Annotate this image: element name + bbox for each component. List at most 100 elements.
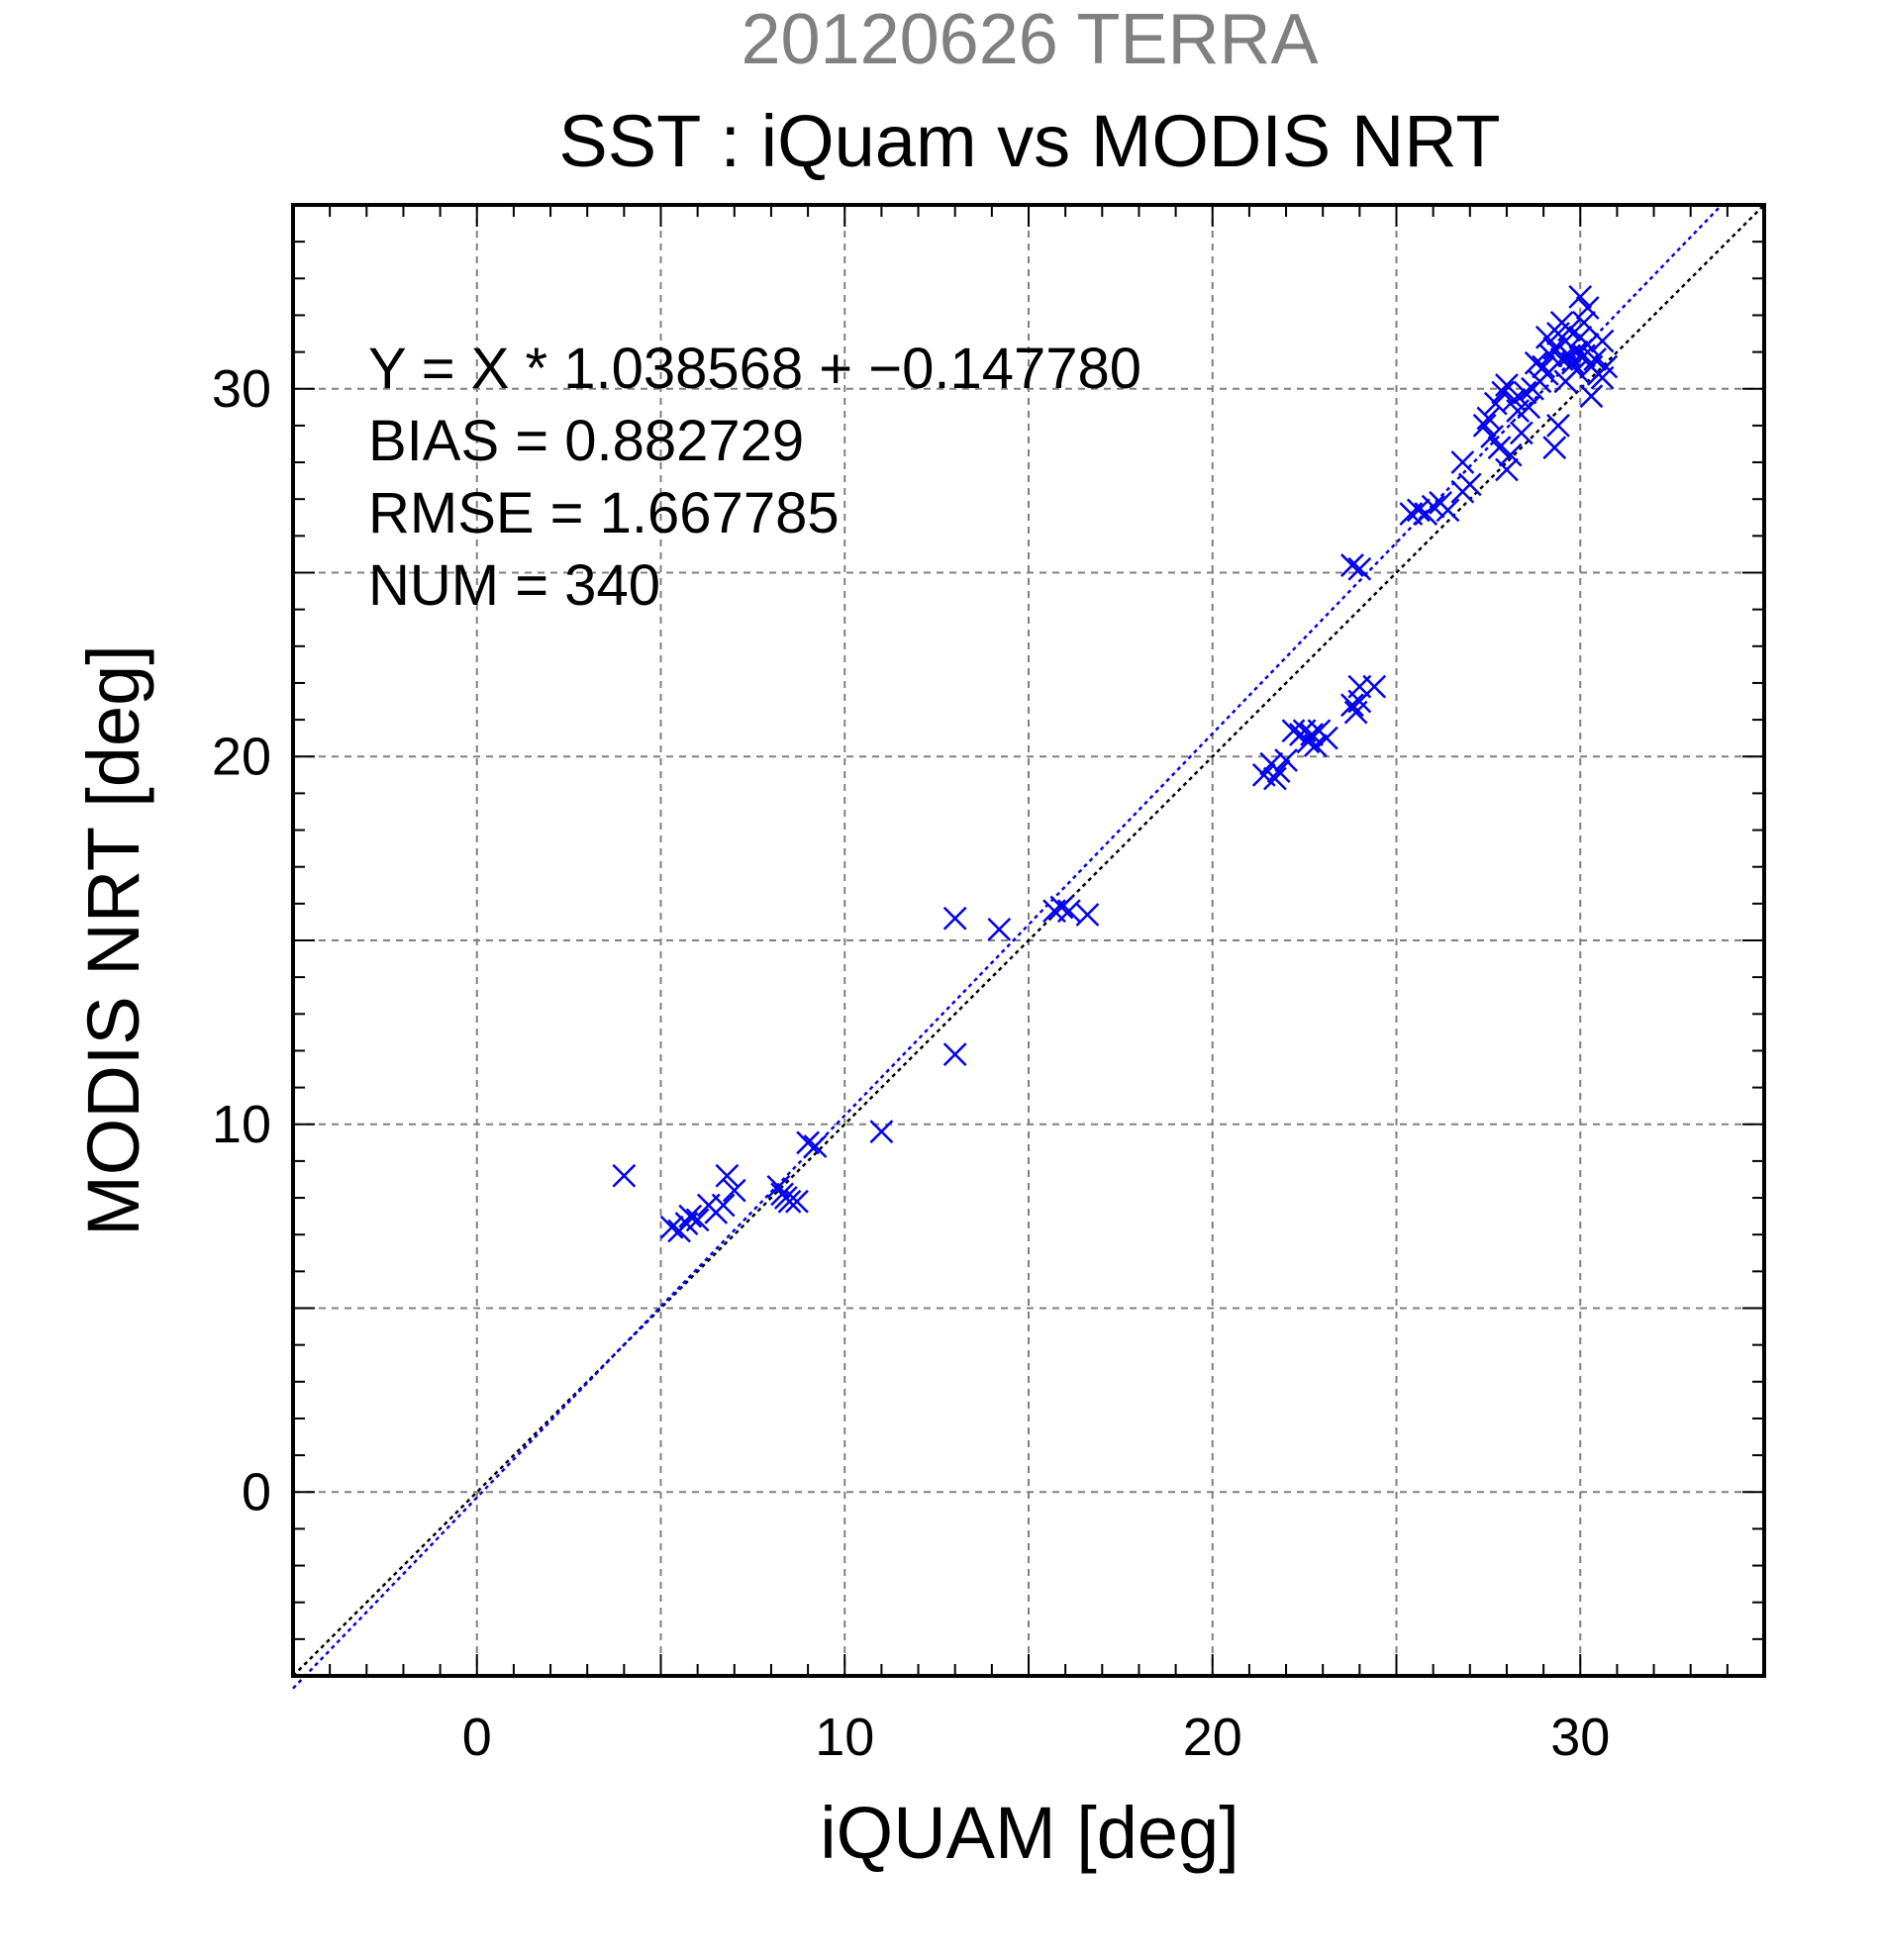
data-point-stroke (1495, 457, 1519, 482)
data-point (942, 906, 967, 931)
data-point-stroke (1340, 693, 1364, 718)
y-tick-label: 20 (212, 727, 271, 786)
data-point-stroke (1534, 325, 1559, 349)
data-point-stroke (766, 1175, 791, 1199)
data-point (785, 1189, 809, 1214)
data-point (722, 1178, 746, 1203)
data-point-stroke (1300, 723, 1324, 746)
data-point-stroke (1056, 899, 1081, 924)
data-point-stroke (1575, 333, 1600, 357)
data-point-stroke (1487, 436, 1512, 460)
data-point (1472, 414, 1497, 438)
data-point-stroke (942, 1042, 967, 1067)
data-point-stroke (1542, 337, 1567, 360)
x-axis-label: iQUAM [deg] (820, 1792, 1239, 1874)
data-point (1583, 347, 1607, 371)
x-tick-label: 30 (1550, 1708, 1610, 1767)
data-point (715, 1163, 740, 1188)
x-tick-labels: 0 10 20 30 (462, 1708, 1611, 1767)
data-point (1568, 284, 1593, 309)
data-point (1281, 719, 1306, 743)
data-point-stroke (678, 1204, 703, 1228)
data-point-stroke (1251, 762, 1276, 787)
y-tick-labels: 0 10 20 30 (212, 359, 271, 1522)
data-point (1524, 350, 1548, 375)
data-point-stroke (1347, 556, 1372, 581)
data-point-stroke (1315, 726, 1338, 750)
data-point-stroke (1362, 674, 1387, 699)
data-point (678, 1204, 703, 1228)
data-point-stroke (1075, 903, 1100, 927)
data-point (1572, 310, 1596, 335)
data-point-stroke (1457, 472, 1482, 497)
data-point-stroke (1263, 766, 1287, 791)
data-point-stroke (1502, 388, 1527, 412)
grid-lines (293, 205, 1764, 1676)
data-point (1315, 726, 1338, 750)
data-point-stroke (1498, 442, 1523, 467)
data-point (1542, 436, 1567, 460)
data-point-stroke (1524, 350, 1548, 375)
data-point (770, 1182, 794, 1207)
data-point (659, 1215, 684, 1239)
data-point-stroke (1495, 373, 1519, 397)
data-point (869, 1120, 894, 1144)
y-tick-label: 10 (212, 1095, 271, 1154)
data-point-stroke (1579, 384, 1604, 409)
data-point-stroke (1266, 759, 1291, 783)
data-point (1274, 748, 1298, 772)
data-point (1056, 899, 1081, 924)
x-tick-label: 20 (1183, 1708, 1242, 1767)
data-point (685, 1208, 710, 1232)
data-points (612, 284, 1619, 1243)
data-point (1546, 414, 1570, 438)
data-point-stroke (1564, 358, 1589, 383)
data-point (1436, 498, 1460, 523)
y-axis-label: MODIS NRT [deg] (72, 644, 154, 1236)
data-point (803, 1134, 828, 1158)
data-point (1590, 329, 1615, 353)
fit-equation-text: Y = X * 1.038568 + −0.147780 (368, 337, 1141, 401)
data-point (711, 1193, 736, 1218)
data-point (1564, 358, 1589, 383)
data-point-stroke (685, 1208, 710, 1232)
regression-fit-line (292, 204, 1723, 1690)
data-point (1557, 343, 1581, 368)
stats-annotations: Y = X * 1.038568 + −0.147780 BIAS = 0.88… (368, 337, 1141, 618)
data-point (1542, 337, 1567, 360)
data-point (1075, 903, 1100, 927)
data-point-stroke (803, 1134, 828, 1158)
data-point-stroke (1564, 340, 1589, 364)
data-point-stroke (1436, 498, 1460, 523)
data-point-stroke (1532, 354, 1555, 379)
data-point (1495, 373, 1519, 397)
data-point (1534, 325, 1559, 349)
data-point-stroke (1274, 748, 1298, 772)
data-point-stroke (1517, 395, 1541, 420)
data-point (1498, 442, 1523, 467)
data-point (1513, 380, 1537, 405)
data-point (1340, 553, 1364, 577)
data-point (1263, 766, 1287, 791)
data-point (1476, 406, 1501, 431)
data-point-stroke (1303, 734, 1328, 757)
data-point-stroke (1594, 354, 1619, 379)
data-point-stroke (1557, 343, 1581, 368)
data-point-stroke (987, 917, 1012, 941)
data-point (796, 1130, 820, 1155)
x-tick-label: 0 (462, 1708, 492, 1767)
data-point-stroke (1575, 296, 1600, 320)
data-point (1480, 425, 1504, 448)
data-point-stroke (869, 1120, 894, 1144)
data-point-stroke (1472, 414, 1497, 438)
y-tick-label: 30 (212, 359, 271, 419)
data-point (1579, 384, 1604, 409)
data-point (1491, 380, 1516, 405)
data-point-stroke (1568, 284, 1593, 309)
data-point (1532, 354, 1555, 379)
data-point (1303, 734, 1328, 757)
reference-lines (292, 204, 1765, 1690)
data-point-stroke (1509, 421, 1534, 445)
num-text: NUM = 340 (368, 553, 660, 618)
